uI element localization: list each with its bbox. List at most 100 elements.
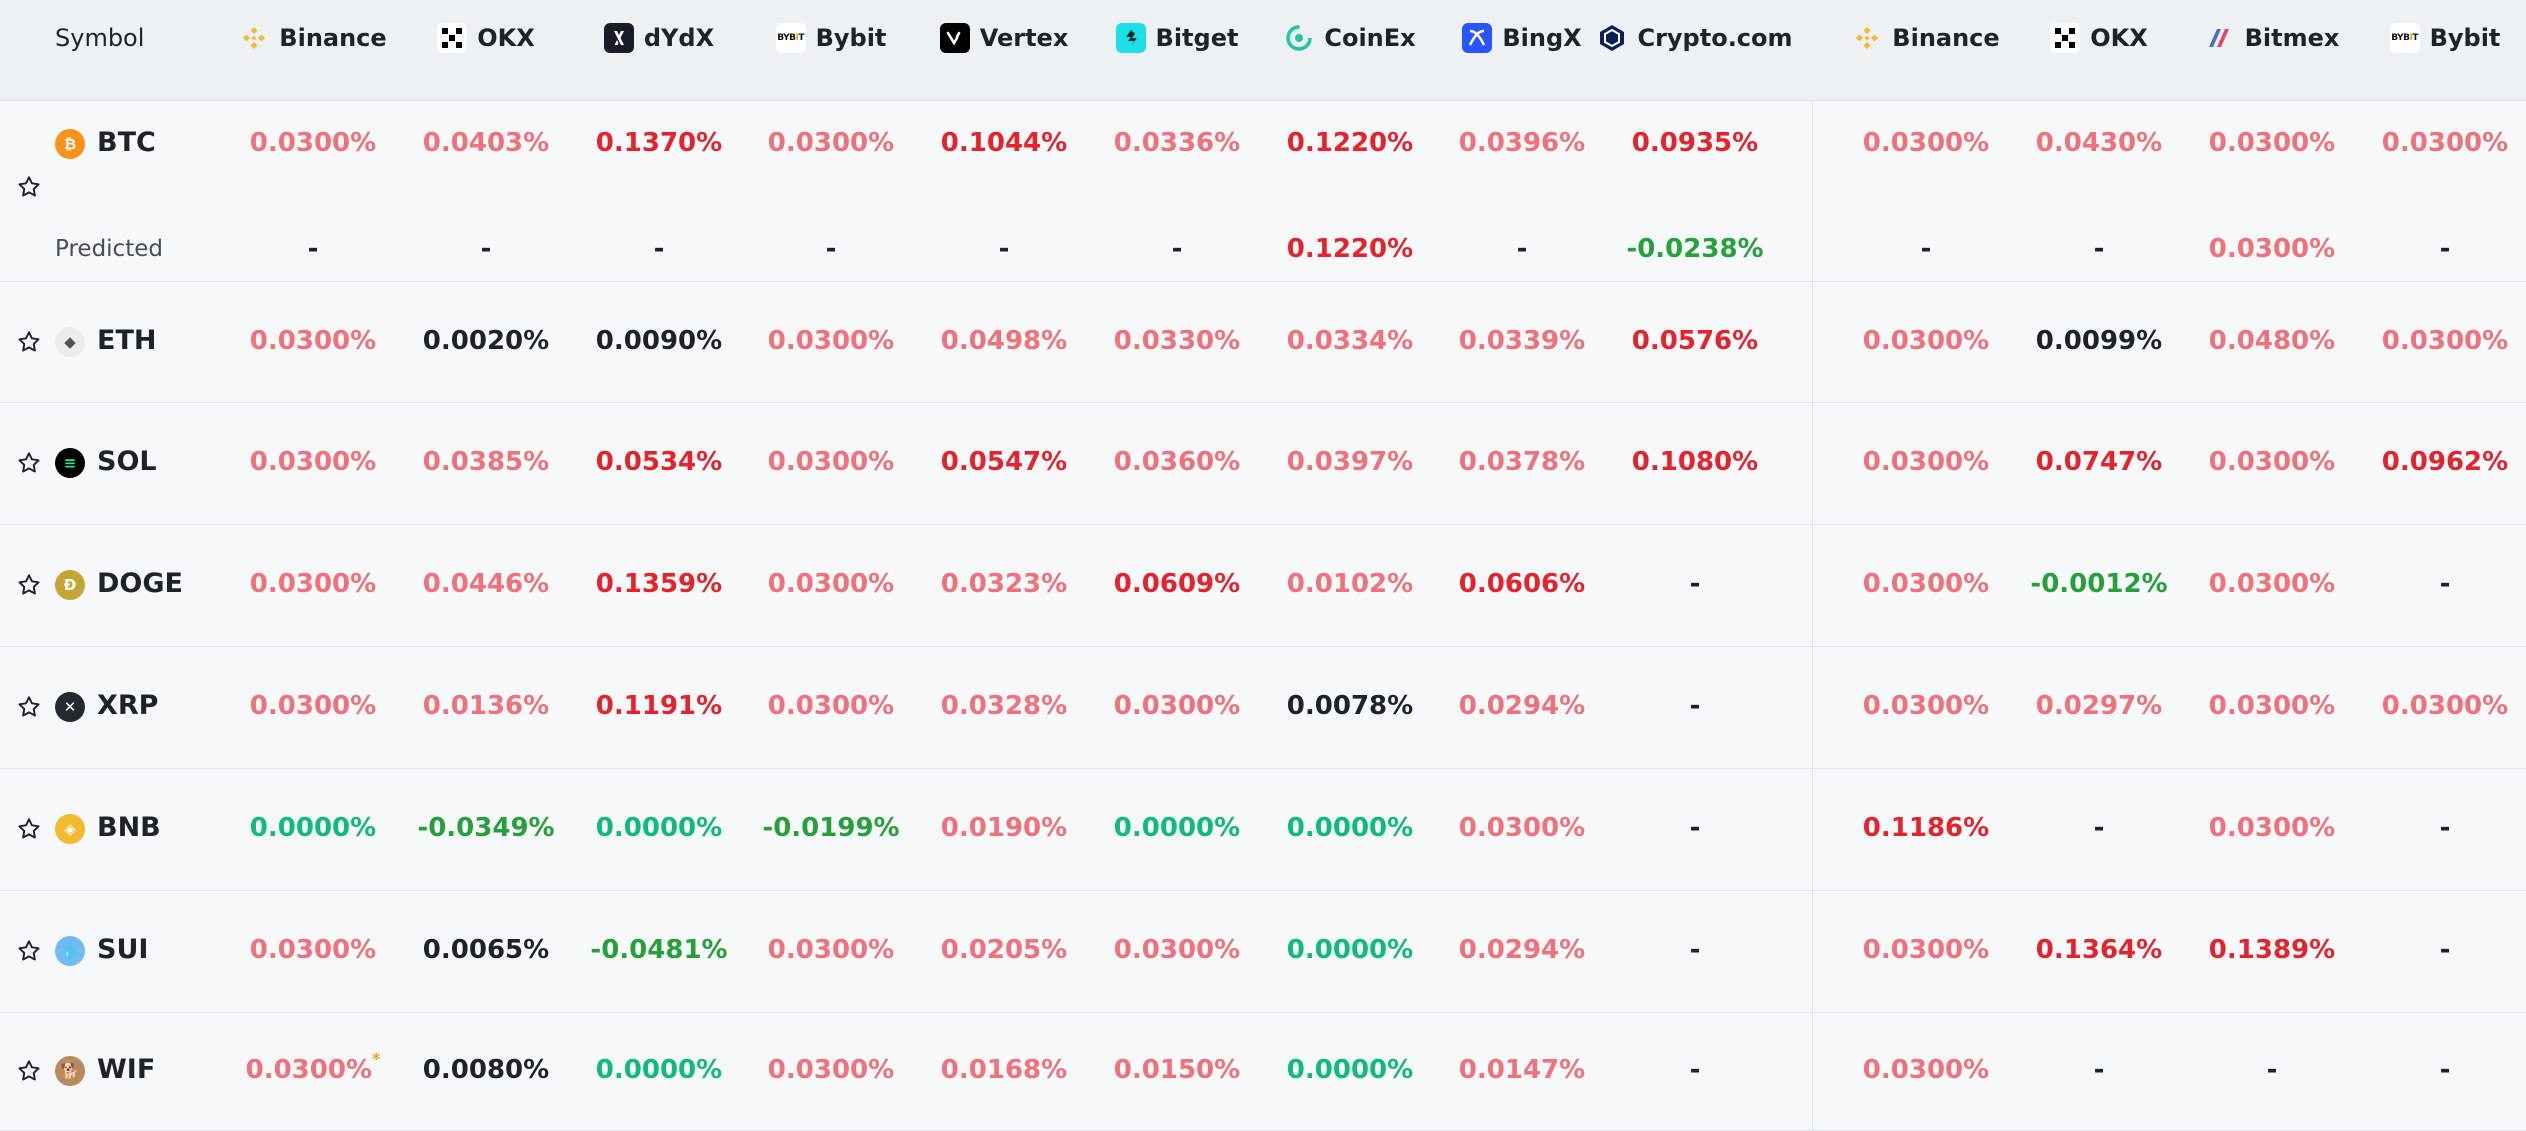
favorite-star-icon[interactable]	[16, 694, 42, 720]
table-row[interactable]: ≡ SOL 0.0300% 0.0385% 0.0534% 0.0300% 0.0547% 0…	[0, 402, 2526, 525]
funding-rate-cell: 0.0065%	[422, 935, 550, 965]
funding-rate-cell: 0.0446%	[422, 569, 550, 599]
column-header-okx[interactable]: OKX	[1999, 0, 2199, 76]
symbol-name[interactable]: SOL	[97, 446, 157, 477]
funding-rate-cell: 0.0000%	[1286, 813, 1414, 843]
binance-icon	[239, 23, 269, 53]
favorite-star-icon[interactable]	[16, 572, 42, 598]
funding-rate-cell: 0.1186%	[1862, 813, 1990, 843]
funding-rate-cell: 0.1389%	[2208, 935, 2336, 965]
bybit-icon: BYBIT	[775, 23, 806, 53]
funding-rate-cell: -	[2439, 935, 2451, 965]
favorite-star-icon[interactable]	[16, 329, 42, 355]
favorite-star-icon[interactable]	[16, 816, 42, 842]
okx-icon	[437, 23, 468, 53]
funding-rate-cell: 0.0300%	[1862, 691, 1990, 721]
funding-rate-cell: 0.0328%	[940, 691, 1068, 721]
column-header-bitget[interactable]: Bitget	[1077, 0, 1277, 76]
column-header-vertex[interactable]: Vertex	[904, 0, 1104, 76]
table-row[interactable]: ◈ BNB 0.0000% -0.0349% 0.0000% -0.0199% 0.0190…	[0, 768, 2526, 891]
table-header: Symbol Binance OKX dYdX BYBIT Bybit Vertex Bit…	[0, 0, 2526, 101]
funding-rate-cell: 0.0547%	[940, 447, 1068, 477]
funding-rate-cell: 0.0498%	[940, 325, 1068, 356]
funding-rate-cell: -	[1689, 569, 1701, 599]
exchange-name: dYdX	[643, 24, 715, 52]
funding-rate-cell: 0.0300%	[249, 691, 377, 721]
bingx-icon	[1462, 23, 1493, 53]
funding-rate-cell: 0.0300%	[249, 569, 377, 599]
favorite-star-icon[interactable]	[16, 938, 42, 964]
column-group-divider	[1812, 100, 1813, 1130]
predicted-rate-cell: -	[1171, 234, 1183, 264]
column-header-bybit[interactable]: BYBIT Bybit	[2345, 0, 2526, 76]
symbol-name[interactable]: XRP	[97, 690, 159, 721]
symbol-name[interactable]: DOGE	[97, 568, 183, 599]
favorite-star-icon[interactable]	[16, 174, 42, 200]
symbol-column-header[interactable]: Symbol	[55, 24, 145, 52]
funding-rate-cell: -	[1689, 691, 1701, 721]
funding-rate-cell: 0.0150%	[1113, 1055, 1241, 1085]
favorite-star-icon[interactable]	[16, 1058, 42, 1084]
funding-rate-cell: 0.0300%	[767, 935, 895, 965]
funding-rate-cell: 0.0090%	[595, 325, 723, 356]
funding-rate-cell: -	[2093, 813, 2105, 843]
column-header-bitmex[interactable]: Bitmex	[2172, 0, 2372, 76]
funding-rate-cell: 0.1080%	[1631, 447, 1759, 477]
funding-rate-cell: 0.0168%	[940, 1055, 1068, 1085]
btc-icon: ₿	[55, 129, 85, 159]
symbol-name[interactable]: BNB	[97, 812, 161, 843]
symbol-name[interactable]: WIF	[97, 1054, 156, 1085]
funding-rate-cell: 0.0300%*	[245, 1049, 381, 1085]
funding-rate-cell: 0.0300%	[1862, 935, 1990, 965]
table-row[interactable]: ₿ BTC 0.0300% 0.0403% 0.1370% 0.0300% 0.1044% 0…	[0, 100, 2526, 282]
funding-rate-cell: 0.0300%	[2381, 128, 2509, 158]
funding-rate-cell: 0.0300%	[767, 1055, 895, 1085]
funding-rate-cell: -	[2439, 569, 2451, 599]
exchange-name: OKX	[477, 24, 535, 52]
table-row[interactable]: 💧 SUI 0.0300% 0.0065% -0.0481% 0.0300% 0.0205%…	[0, 890, 2526, 1013]
funding-rate-cell: 0.0385%	[422, 447, 550, 477]
column-header-cryptocom[interactable]: Crypto.com	[1595, 0, 1795, 76]
predicted-rate-cell: -	[480, 234, 492, 264]
funding-rate-cell: 0.1220%	[1286, 128, 1414, 158]
funding-rate-cell: 0.0300%	[2208, 447, 2336, 477]
table-row[interactable]: Ð DOGE 0.0300% 0.0446% 0.1359% 0.0300% 0.0323%…	[0, 524, 2526, 647]
exchange-name: Bybit	[2429, 24, 2501, 52]
symbol-name[interactable]: BTC	[97, 127, 156, 158]
eth-icon: ◆	[55, 326, 85, 357]
funding-rate-cell: 0.0336%	[1113, 128, 1241, 158]
funding-rate-cell: 0.0747%	[2035, 447, 2163, 477]
symbol-name[interactable]: ETH	[97, 324, 157, 356]
column-header-binance[interactable]: Binance	[213, 0, 413, 76]
funding-rate-cell: 0.0000%	[1286, 1055, 1414, 1085]
vertex-icon	[939, 23, 970, 53]
predicted-rate-cell: -	[1516, 234, 1528, 264]
funding-rate-cell: 0.0099%	[2035, 325, 2163, 356]
table-row[interactable]: ◆ ETH 0.0300% 0.0020% 0.0090% 0.0300% 0.0498% 0…	[0, 281, 2526, 403]
column-header-coinex[interactable]: CoinEx	[1250, 0, 1450, 76]
funding-rate-cell: 0.0300%	[767, 447, 895, 477]
funding-rate-cell: 0.0339%	[1458, 325, 1586, 356]
funding-rate-cell: 0.0576%	[1631, 325, 1759, 356]
funding-rate-cell: -	[1689, 935, 1701, 965]
predicted-rate-cell: -	[998, 234, 1010, 264]
table-row[interactable]: 🐕 WIF 0.0300%* 0.0080% 0.0000% 0.0300% 0.0168%…	[0, 1012, 2526, 1131]
funding-rate-cell: 0.0300%	[1862, 1055, 1990, 1085]
column-header-bybit[interactable]: BYBIT Bybit	[731, 0, 931, 76]
funding-rate-cell: 0.0020%	[422, 325, 550, 356]
funding-rate-cell: 0.0300%	[249, 935, 377, 965]
funding-rate-cell: 0.0430%	[2035, 128, 2163, 158]
funding-rate-cell: 0.0962%	[2381, 447, 2509, 477]
column-header-dydx[interactable]: dYdX	[559, 0, 759, 76]
column-header-okx[interactable]: OKX	[386, 0, 586, 76]
funding-rate-cell: -0.0481%	[590, 935, 728, 965]
favorite-star-icon[interactable]	[16, 450, 42, 476]
funding-rate-cell: 0.1370%	[595, 128, 723, 158]
symbol-name[interactable]: SUI	[97, 934, 149, 965]
funding-rate-cell: 0.0300%	[767, 325, 895, 356]
funding-rate-cell: 0.0000%	[1113, 813, 1241, 843]
funding-rate-cell: 0.0300%	[767, 569, 895, 599]
column-header-bingx[interactable]: BingX	[1422, 0, 1622, 76]
table-row[interactable]: ✕ XRP 0.0300% 0.0136% 0.1191% 0.0300% 0.0328% 0…	[0, 646, 2526, 769]
column-header-binance[interactable]: Binance	[1826, 0, 2026, 76]
